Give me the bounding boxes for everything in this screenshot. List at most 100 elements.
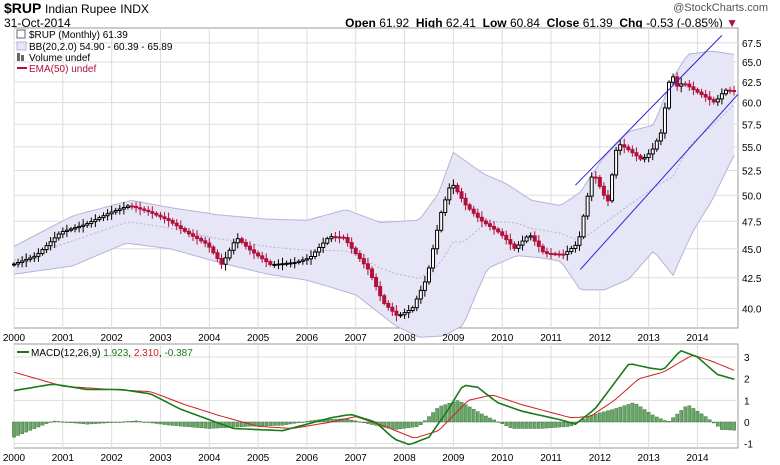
histogram-bar	[142, 421, 146, 423]
candle-body	[618, 144, 623, 151]
candle-body	[349, 242, 354, 249]
volume-legend-icon-bar	[21, 55, 24, 61]
price-x-tick-label: 2002	[101, 333, 124, 344]
histogram-bar	[65, 421, 69, 423]
histogram-bar	[390, 421, 395, 430]
legend-bb: BB(20,2.0) 54.90 - 60.39 - 65.89	[29, 42, 173, 53]
candle-body	[630, 149, 635, 154]
candle-body	[113, 210, 118, 213]
chg-label: Chg	[619, 16, 643, 30]
bollinger-upper	[13, 50, 735, 247]
histogram-bar	[252, 421, 256, 427]
candle-body	[553, 253, 558, 256]
histogram-bar	[203, 421, 208, 429]
candle-body	[601, 185, 606, 196]
histogram-value: -0.387	[164, 348, 193, 359]
candle-body	[418, 289, 423, 300]
candle-body	[264, 258, 269, 263]
histogram-bar	[492, 419, 496, 423]
histogram-bar	[126, 421, 130, 423]
price-y-tick-label: 45.0	[742, 245, 762, 256]
histogram-bar	[97, 421, 102, 424]
histogram-bar	[630, 402, 635, 423]
candle-body	[402, 312, 407, 316]
candle-body	[125, 205, 130, 208]
histogram-bar	[296, 421, 301, 423]
histogram-bar	[32, 421, 37, 429]
price-y-ticks: 40.0 42.5 45.0 47.5 50.0 52.5 55.0 57.5 60.0 62.5…	[742, 39, 762, 316]
price-x-tick-label: 2005	[247, 333, 270, 344]
price-y-tick-label: 62.5	[742, 78, 762, 89]
candle-body	[463, 197, 468, 206]
candle-body	[732, 90, 737, 93]
macd-y-ticks: -1 0 1 2 3	[744, 353, 753, 451]
price-y-tick-label: 40.0	[742, 305, 762, 316]
histogram-bar	[671, 417, 675, 423]
candle-body	[516, 244, 521, 249]
candle-body	[520, 240, 525, 246]
candle-body	[337, 236, 342, 239]
candle-body	[646, 153, 651, 158]
histogram-bar	[56, 421, 61, 423]
histogram-bar	[309, 420, 313, 423]
histogram-bar	[264, 421, 269, 426]
price-x-tick-label: 2013	[638, 333, 661, 344]
candle-body	[97, 217, 102, 221]
candle-body	[492, 225, 497, 230]
histogram-bar	[113, 421, 118, 423]
candle-body	[662, 107, 667, 134]
price-x-tick-label: 2010	[491, 333, 514, 344]
histogram-bar	[366, 421, 370, 424]
histogram-bar	[516, 421, 521, 429]
histogram-bar	[610, 409, 614, 423]
candle-body	[182, 228, 187, 232]
histogram-bar	[211, 421, 216, 429]
histogram-bar	[650, 414, 655, 423]
candle-body	[508, 239, 513, 245]
macd-x-tick-label: 2010	[491, 453, 514, 464]
histogram-bar	[183, 421, 187, 427]
legend-volume: Volume undef	[29, 53, 90, 64]
candle-body	[679, 83, 684, 87]
histogram-bar	[244, 421, 248, 427]
histogram-bar	[593, 413, 598, 423]
histogram-bar	[301, 421, 305, 423]
macd-x-tick-label: 2006	[296, 453, 319, 464]
candle-body	[683, 83, 688, 86]
candle-body	[191, 233, 196, 237]
candle-body	[166, 218, 171, 222]
macd-x-tick-label: 2007	[345, 453, 368, 464]
candle-body	[239, 238, 244, 243]
price-y-tick-label: 65.0	[742, 58, 762, 69]
candle-legend-icon	[16, 29, 26, 39]
candle-body	[707, 96, 712, 100]
candle-body	[573, 244, 578, 249]
histogram-bar	[40, 421, 45, 426]
histogram-bar	[451, 401, 456, 423]
histogram-bar	[512, 421, 517, 429]
candle-body	[317, 247, 322, 253]
macd-label: MACD(12,26,9)	[31, 348, 100, 359]
histogram-bar	[463, 404, 468, 423]
macd-y-tick-label: 1	[744, 396, 750, 407]
histogram-bar	[158, 421, 163, 425]
histogram-bar	[134, 420, 138, 423]
histogram-bar	[508, 421, 513, 428]
histogram-bar	[16, 421, 20, 436]
histogram-bar	[280, 421, 285, 426]
candle-body	[219, 257, 224, 265]
macd-x-tick-label: 2004	[198, 453, 221, 464]
price-x-tick-label: 2003	[149, 333, 172, 344]
histogram-bar	[105, 421, 110, 424]
candle-body	[414, 298, 419, 309]
histogram-bar	[683, 406, 688, 423]
histogram-bar	[654, 416, 659, 423]
histogram-bar	[150, 421, 155, 424]
candle-body	[252, 249, 257, 254]
candle-body	[589, 176, 594, 197]
histogram-bar	[353, 420, 358, 423]
candle-body	[699, 91, 704, 96]
bollinger-middle	[13, 104, 735, 279]
macd-x-tick-label: 2011	[540, 453, 562, 464]
candle-body	[467, 204, 472, 210]
